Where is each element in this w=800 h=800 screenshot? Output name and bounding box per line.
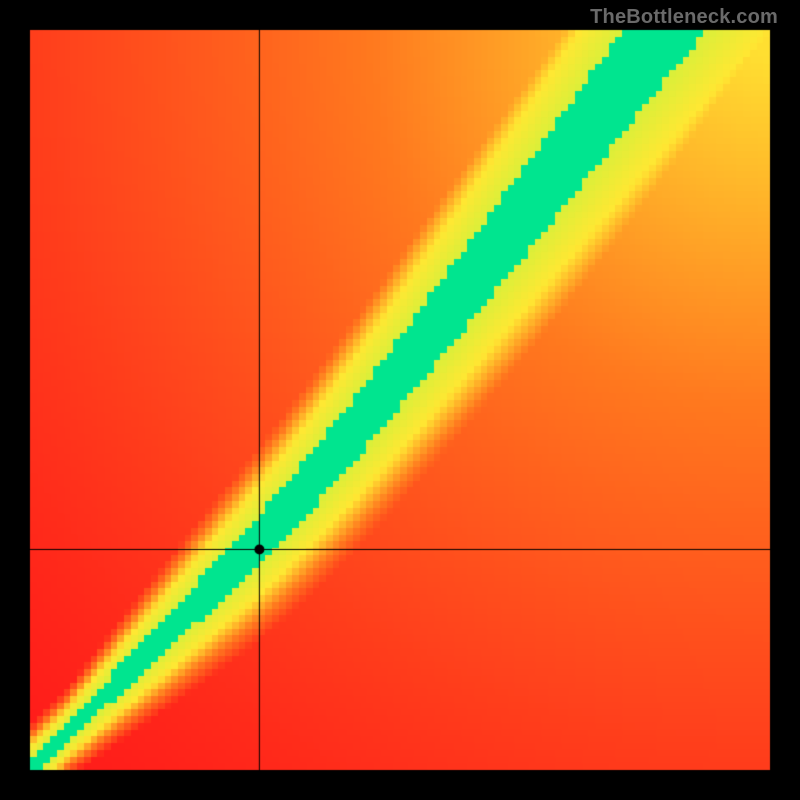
- watermark-text: TheBottleneck.com: [590, 6, 778, 29]
- heatmap-canvas: [0, 0, 800, 800]
- bottleneck-heatmap-container: TheBottleneck.com: [0, 0, 800, 800]
